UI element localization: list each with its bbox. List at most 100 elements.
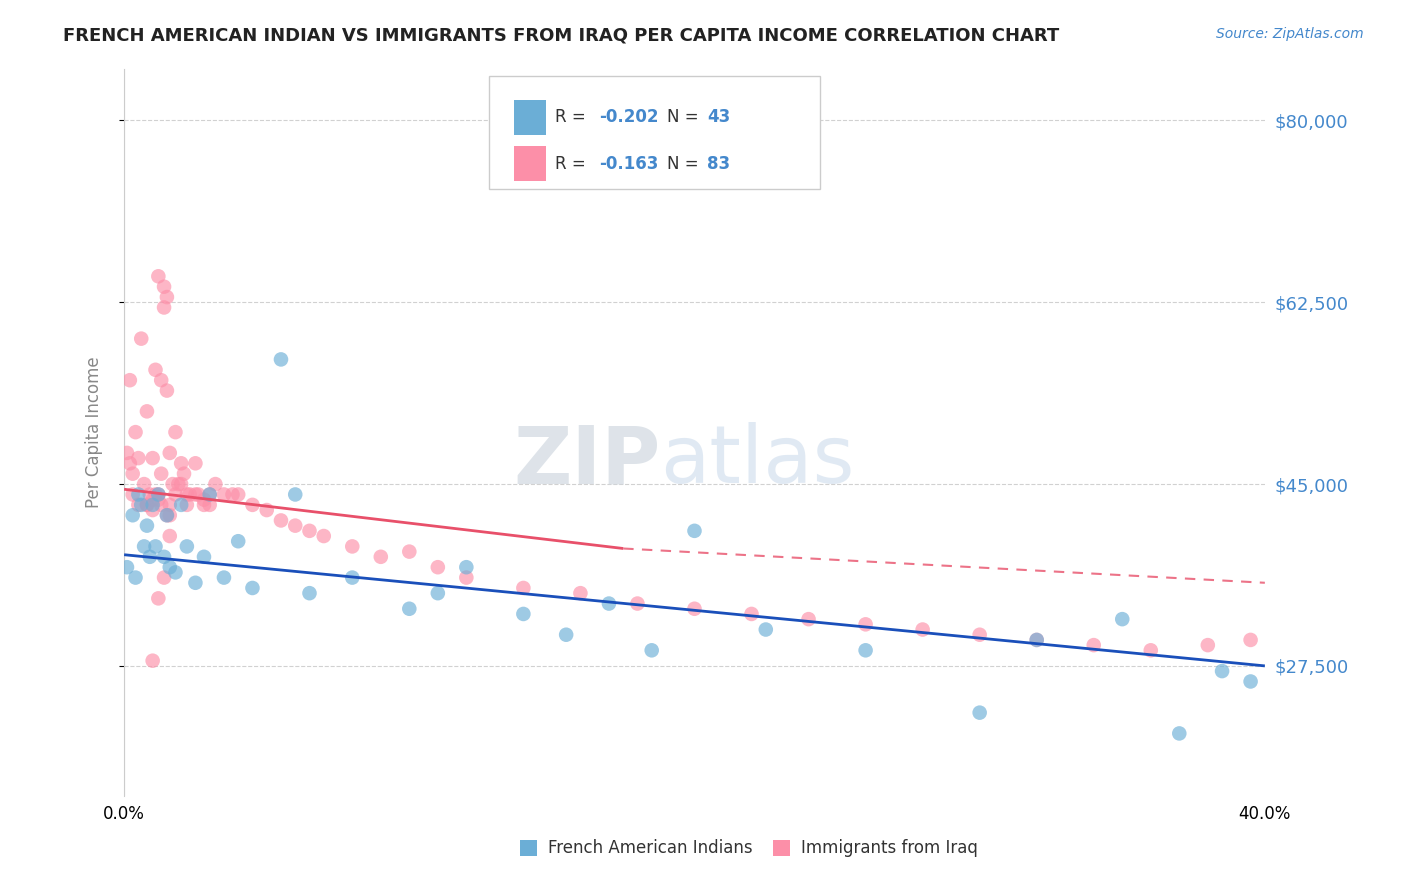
Point xyxy=(148,492,170,507)
FancyBboxPatch shape xyxy=(489,76,820,188)
Point xyxy=(165,487,187,501)
Point xyxy=(167,477,190,491)
Point xyxy=(159,446,181,460)
Point xyxy=(153,549,176,564)
Point xyxy=(156,508,179,523)
FancyBboxPatch shape xyxy=(515,100,546,135)
Point xyxy=(187,487,209,501)
Point xyxy=(136,498,159,512)
Point xyxy=(212,487,235,501)
Point xyxy=(150,373,173,387)
Point xyxy=(298,524,321,538)
Point xyxy=(204,477,226,491)
Point xyxy=(156,384,179,398)
Point xyxy=(284,487,307,501)
Point xyxy=(298,586,321,600)
Point xyxy=(156,508,179,523)
Point xyxy=(755,623,778,637)
Point xyxy=(132,540,155,554)
Text: 43: 43 xyxy=(707,109,730,127)
Point xyxy=(124,425,146,439)
Point xyxy=(398,544,420,558)
Point xyxy=(148,487,170,501)
Point xyxy=(626,597,648,611)
Point xyxy=(312,529,335,543)
Point xyxy=(398,601,420,615)
Point xyxy=(598,597,620,611)
Point xyxy=(170,456,193,470)
Point xyxy=(1197,638,1219,652)
Point xyxy=(221,487,243,501)
Point xyxy=(148,487,170,501)
FancyBboxPatch shape xyxy=(515,146,546,181)
Point xyxy=(148,269,170,284)
Point xyxy=(153,279,176,293)
Point xyxy=(129,332,152,346)
Point xyxy=(145,487,167,501)
Point xyxy=(426,560,449,574)
Text: R =: R = xyxy=(555,109,592,127)
Point xyxy=(193,498,215,512)
Point xyxy=(1239,632,1261,647)
Point xyxy=(153,301,176,315)
Y-axis label: Per Capita Income: Per Capita Income xyxy=(86,356,103,508)
Point xyxy=(121,467,143,481)
Point xyxy=(127,451,149,466)
Point xyxy=(969,628,991,642)
Point xyxy=(242,498,264,512)
Point xyxy=(121,487,143,501)
Point xyxy=(132,477,155,491)
Point xyxy=(127,498,149,512)
Point xyxy=(683,601,706,615)
Point xyxy=(1239,674,1261,689)
Point xyxy=(139,487,162,501)
Point xyxy=(139,549,162,564)
Point xyxy=(184,487,207,501)
Text: -0.163: -0.163 xyxy=(599,154,658,172)
Point xyxy=(426,586,449,600)
Point xyxy=(555,628,578,642)
Point xyxy=(156,290,179,304)
Point xyxy=(129,498,152,512)
Point xyxy=(226,487,249,501)
Point xyxy=(1168,726,1191,740)
Point xyxy=(184,575,207,590)
Point xyxy=(242,581,264,595)
Point xyxy=(855,643,877,657)
Text: Immigrants from Iraq: Immigrants from Iraq xyxy=(801,839,979,857)
Text: -0.202: -0.202 xyxy=(599,109,658,127)
Point xyxy=(170,498,193,512)
Point xyxy=(115,560,138,574)
Point xyxy=(342,540,364,554)
Point xyxy=(284,518,307,533)
Point xyxy=(641,643,664,657)
Point xyxy=(1111,612,1133,626)
Point xyxy=(270,513,292,527)
Point xyxy=(142,451,165,466)
Point xyxy=(136,498,159,512)
Text: N =: N = xyxy=(666,109,704,127)
Point xyxy=(176,540,198,554)
Point xyxy=(136,404,159,418)
Point xyxy=(118,456,141,470)
Point xyxy=(121,508,143,523)
Point xyxy=(165,566,187,580)
Point xyxy=(150,498,173,512)
Point xyxy=(969,706,991,720)
Point xyxy=(184,456,207,470)
Point xyxy=(142,503,165,517)
Point xyxy=(1139,643,1161,657)
Point xyxy=(142,654,165,668)
Point xyxy=(456,560,478,574)
Point xyxy=(512,607,534,621)
Point xyxy=(145,363,167,377)
Text: 83: 83 xyxy=(707,154,730,172)
Point xyxy=(176,498,198,512)
Point xyxy=(193,549,215,564)
Point xyxy=(741,607,763,621)
Point xyxy=(193,492,215,507)
Point xyxy=(153,571,176,585)
Point xyxy=(1025,632,1047,647)
Point xyxy=(256,503,278,517)
Point xyxy=(159,529,181,543)
